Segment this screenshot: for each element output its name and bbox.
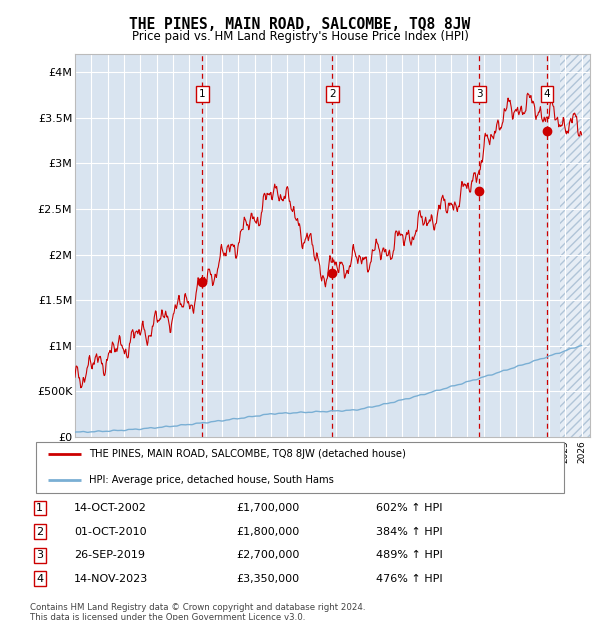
Text: THE PINES, MAIN ROAD, SALCOMBE, TQ8 8JW (detached house): THE PINES, MAIN ROAD, SALCOMBE, TQ8 8JW …	[89, 450, 406, 459]
Text: 14-NOV-2023: 14-NOV-2023	[74, 574, 148, 584]
Text: 384% ↑ HPI: 384% ↑ HPI	[376, 526, 442, 537]
FancyBboxPatch shape	[36, 442, 564, 493]
Text: 2: 2	[329, 89, 336, 99]
Text: 2: 2	[36, 526, 43, 537]
Text: £1,800,000: £1,800,000	[236, 526, 299, 537]
Text: £2,700,000: £2,700,000	[236, 551, 299, 560]
Text: 4: 4	[36, 574, 43, 584]
Text: Contains HM Land Registry data © Crown copyright and database right 2024.
This d: Contains HM Land Registry data © Crown c…	[30, 603, 365, 620]
Text: 14-OCT-2002: 14-OCT-2002	[74, 503, 147, 513]
Text: 3: 3	[476, 89, 482, 99]
Text: 602% ↑ HPI: 602% ↑ HPI	[376, 503, 442, 513]
Text: 476% ↑ HPI: 476% ↑ HPI	[376, 574, 442, 584]
Text: Price paid vs. HM Land Registry's House Price Index (HPI): Price paid vs. HM Land Registry's House …	[131, 30, 469, 43]
Text: 3: 3	[36, 551, 43, 560]
Text: THE PINES, MAIN ROAD, SALCOMBE, TQ8 8JW: THE PINES, MAIN ROAD, SALCOMBE, TQ8 8JW	[130, 17, 470, 32]
Text: 26-SEP-2019: 26-SEP-2019	[74, 551, 145, 560]
Text: 4: 4	[544, 89, 550, 99]
Text: HPI: Average price, detached house, South Hams: HPI: Average price, detached house, Sout…	[89, 475, 334, 485]
Text: £3,350,000: £3,350,000	[236, 574, 299, 584]
Text: 1: 1	[36, 503, 43, 513]
Text: 489% ↑ HPI: 489% ↑ HPI	[376, 551, 442, 560]
Text: £1,700,000: £1,700,000	[236, 503, 299, 513]
Text: 1: 1	[199, 89, 206, 99]
Text: 01-OCT-2010: 01-OCT-2010	[74, 526, 147, 537]
